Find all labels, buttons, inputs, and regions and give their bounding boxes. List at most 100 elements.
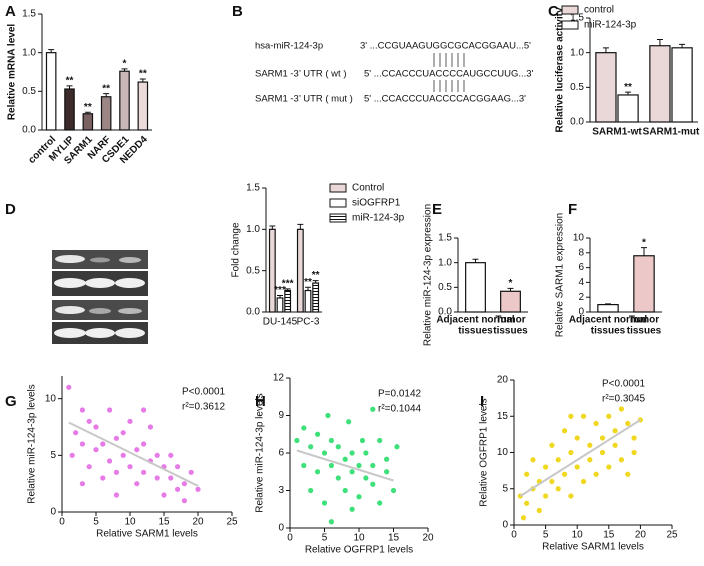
bar xyxy=(649,45,671,123)
significance-label: ** xyxy=(66,76,74,87)
y-tick-label: 0.5 xyxy=(246,265,260,276)
error-bar xyxy=(297,223,304,230)
stat-label: r²=0.3612 xyxy=(182,402,226,413)
point xyxy=(363,475,369,481)
point xyxy=(612,442,618,448)
point xyxy=(93,447,99,453)
legend-label: siOGFRP1 xyxy=(352,198,401,209)
point xyxy=(294,437,300,444)
y-tick-label: 5 xyxy=(502,483,508,494)
point xyxy=(574,435,580,441)
x-tick-label: 0 xyxy=(511,530,517,541)
x-tick-label: 25 xyxy=(226,517,238,528)
point xyxy=(356,462,362,469)
x-tick-label: 15 xyxy=(603,530,615,541)
point xyxy=(188,469,194,475)
point xyxy=(175,486,181,492)
y-tick-label: 9 xyxy=(278,410,284,421)
sequence-label: SARM1 -3’ UTR ( mut ) xyxy=(255,94,353,105)
x-tick-label: 5 xyxy=(543,530,549,541)
legend-swatch xyxy=(561,5,579,15)
y-tick-label: 0.0 xyxy=(22,125,36,136)
legend-label: miR-124-3p xyxy=(352,213,405,224)
significance-label: ** xyxy=(304,277,312,288)
significance-label: *** xyxy=(274,285,286,296)
point xyxy=(580,413,587,419)
x-tick-label: Adjacent normal xyxy=(569,315,648,326)
x-tick-label: SARM1-mut xyxy=(643,127,700,138)
point xyxy=(606,464,612,470)
y-axis-label: Relative OGFRP1 levels xyxy=(479,398,490,506)
point xyxy=(315,469,321,475)
point xyxy=(315,431,321,437)
panel-label: H xyxy=(255,393,266,410)
y-tick-label: 1.0 xyxy=(438,257,452,268)
point xyxy=(308,444,314,450)
bar xyxy=(268,228,276,313)
point xyxy=(181,481,187,487)
x-tick-label: tissues xyxy=(627,326,662,337)
legend-label: control xyxy=(584,5,614,16)
point xyxy=(154,475,160,481)
bar xyxy=(304,289,312,313)
significance-label: * xyxy=(642,237,646,248)
y-tick-label: 1.5 xyxy=(246,183,260,194)
sequence-label: SARM1 -3’ UTR ( wt ) xyxy=(255,69,346,80)
x-tick-label: SARM1-wt xyxy=(592,127,642,138)
point xyxy=(349,450,355,456)
point xyxy=(370,462,376,469)
x-tick-label: 25 xyxy=(666,530,678,541)
point xyxy=(73,430,79,436)
y-tick-label: 0.5 xyxy=(570,82,584,93)
x-tick-label: Adjacent normal xyxy=(436,315,515,326)
legend-swatch xyxy=(329,198,347,208)
point xyxy=(625,471,631,477)
y-tick-label: 1.5 xyxy=(22,9,36,20)
point xyxy=(549,478,555,485)
bar xyxy=(312,282,320,313)
y-tick-label: 5 xyxy=(50,450,56,461)
error-bar xyxy=(284,288,291,291)
point xyxy=(154,452,160,458)
point xyxy=(568,449,574,456)
point xyxy=(100,441,106,447)
bar xyxy=(276,297,284,313)
bar xyxy=(597,304,619,313)
point xyxy=(120,452,126,458)
point xyxy=(113,469,119,475)
point xyxy=(543,493,549,499)
error-bar xyxy=(625,91,632,95)
error-bar xyxy=(269,225,276,230)
point xyxy=(377,437,383,444)
point xyxy=(147,424,153,430)
bar xyxy=(284,289,292,313)
panel-label: A xyxy=(5,3,16,20)
point xyxy=(127,464,133,470)
y-tick-label: 10 xyxy=(45,393,57,404)
y-tick-label: 10 xyxy=(573,233,585,244)
point xyxy=(328,437,334,444)
x-tick-label: 10 xyxy=(572,530,584,541)
legend-label: Control xyxy=(352,183,384,194)
y-tick-label: 3 xyxy=(278,485,284,496)
point xyxy=(555,457,561,463)
point xyxy=(328,519,334,525)
point xyxy=(618,457,625,463)
point xyxy=(606,413,612,419)
significance-label: * xyxy=(123,59,127,70)
stat-label: r²=0.1044 xyxy=(378,404,422,415)
point xyxy=(549,442,555,448)
y-axis-label: Relative miR-124-3p expression xyxy=(423,204,434,346)
x-tick-label: Tumor xyxy=(629,315,659,326)
stat-label: P<0.0001 xyxy=(182,387,226,398)
point xyxy=(370,406,376,412)
panel-label: B xyxy=(232,3,243,20)
error-bar xyxy=(66,85,73,90)
point xyxy=(127,418,133,424)
point xyxy=(359,437,366,444)
point xyxy=(631,449,637,456)
error-bar xyxy=(656,38,663,46)
point xyxy=(555,486,561,492)
error-bar xyxy=(103,93,110,97)
